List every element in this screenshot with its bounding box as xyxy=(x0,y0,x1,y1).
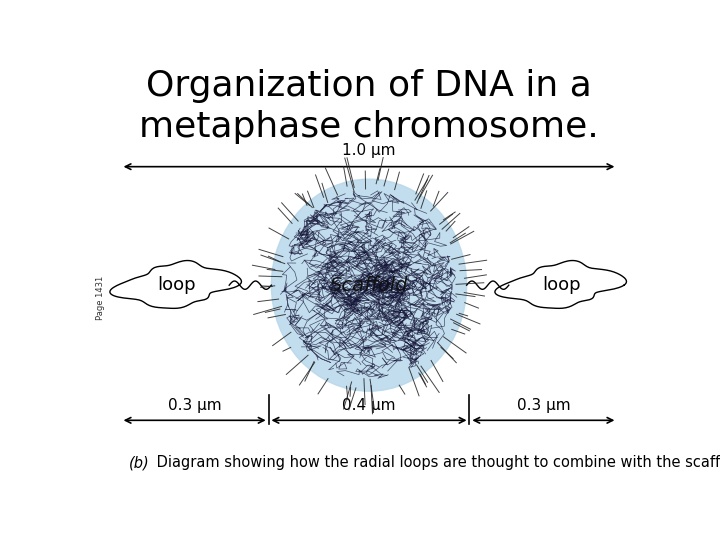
Polygon shape xyxy=(495,260,626,308)
Text: 0.3 μm: 0.3 μm xyxy=(516,398,570,413)
Polygon shape xyxy=(110,260,241,308)
Text: Scaffold: Scaffold xyxy=(330,276,408,295)
Text: Page 1431: Page 1431 xyxy=(96,275,104,320)
Text: loop: loop xyxy=(542,276,581,294)
Text: 0.3 μm: 0.3 μm xyxy=(168,398,222,413)
Text: (b): (b) xyxy=(129,455,150,470)
Text: 1.0 μm: 1.0 μm xyxy=(342,143,396,158)
Ellipse shape xyxy=(271,179,467,391)
Text: 0.4 μm: 0.4 μm xyxy=(342,398,396,413)
Text: loop: loop xyxy=(157,276,196,294)
Text: Diagram showing how the radial loops are thought to combine with the scaffold.: Diagram showing how the radial loops are… xyxy=(153,455,720,470)
Text: Organization of DNA in a
metaphase chromosome.: Organization of DNA in a metaphase chrom… xyxy=(139,69,599,144)
